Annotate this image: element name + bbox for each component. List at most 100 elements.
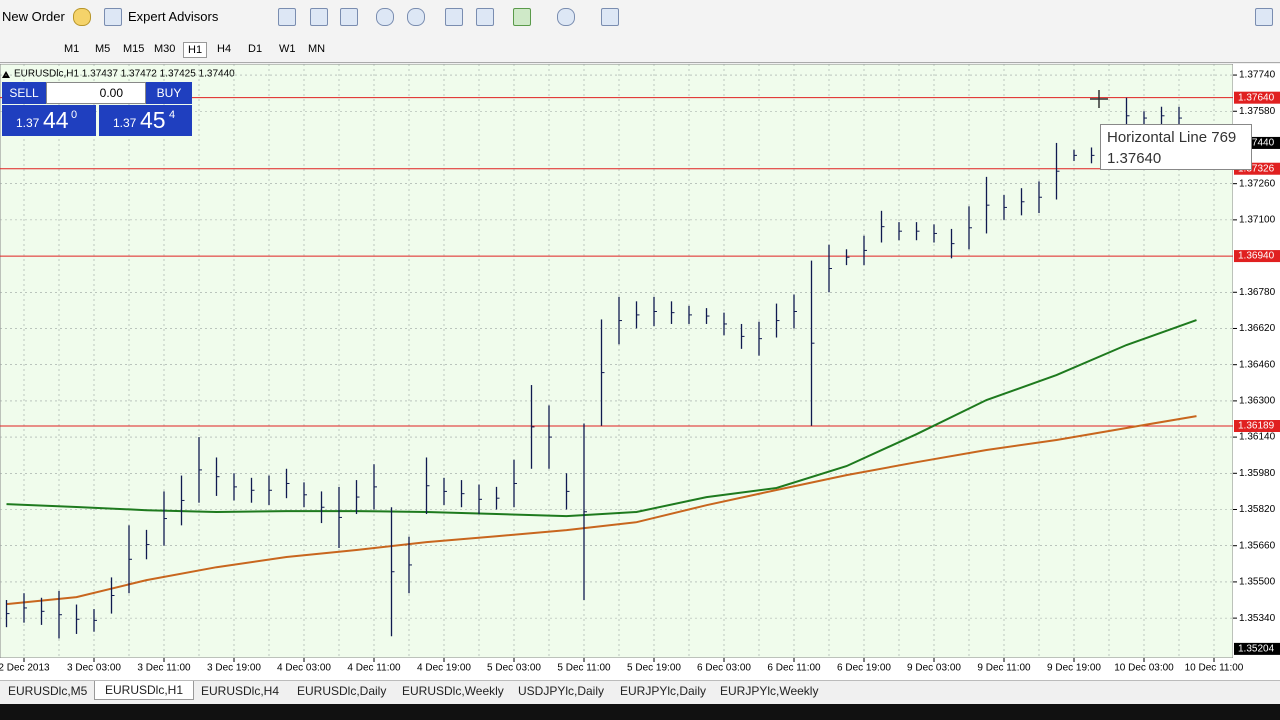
toolbar: New Order Expert Advisors bbox=[0, 0, 1280, 35]
icon[interactable] bbox=[445, 8, 463, 26]
price-pips: 45 bbox=[140, 107, 166, 133]
price-tag-label: 1.35204 bbox=[1238, 644, 1275, 655]
sell-button[interactable]: SELL bbox=[2, 82, 46, 104]
timeframe-button[interactable]: M30 bbox=[154, 43, 176, 55]
tooltip: Horizontal Line 769 1.37640 bbox=[1100, 124, 1252, 170]
timeframe-button[interactable]: M1 bbox=[64, 43, 80, 55]
x-tick-label: 6 Dec 19:00 bbox=[837, 663, 891, 674]
x-tick-label: 4 Dec 03:00 bbox=[277, 663, 331, 674]
icon[interactable] bbox=[340, 8, 358, 26]
timeframe-button[interactable]: D1 bbox=[248, 43, 263, 55]
chart-tab[interactable]: EURUSDlc,H1 bbox=[94, 681, 195, 700]
y-tick-label: 1.35820 bbox=[1239, 504, 1276, 515]
price-tag-label: 1.36189 bbox=[1238, 421, 1275, 432]
icon[interactable] bbox=[376, 8, 394, 26]
price-tag-label: 1.36940 bbox=[1238, 251, 1275, 262]
price-pips: 44 bbox=[43, 107, 69, 133]
y-tick-label: 1.35500 bbox=[1239, 577, 1276, 588]
trade-panel: SELL 0.00 BUY 1.37 44 0 1.37 45 4 bbox=[2, 82, 192, 136]
icon[interactable] bbox=[278, 8, 296, 26]
timeframe-button[interactable]: W1 bbox=[279, 43, 296, 55]
icon[interactable] bbox=[513, 8, 531, 26]
y-tick-label: 1.37740 bbox=[1239, 70, 1276, 81]
x-tick-label: 5 Dec 19:00 bbox=[627, 663, 681, 674]
x-tick-label: 10 Dec 03:00 bbox=[1114, 663, 1174, 674]
y-tick-label: 1.36460 bbox=[1239, 359, 1276, 370]
x-tick-label: 6 Dec 03:00 bbox=[697, 663, 751, 674]
moving-average bbox=[6, 415, 1197, 606]
x-tick-label: 6 Dec 11:00 bbox=[767, 663, 821, 674]
chart-tab[interactable]: EURUSDlc,H4 bbox=[201, 684, 280, 698]
price-big: 1.37 bbox=[16, 116, 40, 130]
price-tag bbox=[1234, 420, 1280, 433]
price-big: 1.37 bbox=[113, 116, 137, 130]
plot-area bbox=[0, 64, 1234, 659]
y-tick-label: 1.36140 bbox=[1239, 432, 1276, 443]
tab-bar: EURUSDlc,M5 EURUSDlc,H1 EURUSDlc,H4 EURUSDl… bbox=[0, 680, 1280, 701]
icon[interactable] bbox=[310, 8, 328, 26]
timeframe-button[interactable]: MN bbox=[308, 43, 326, 55]
time-axis bbox=[0, 658, 1233, 680]
x-tick-label: 10 Dec 11:00 bbox=[1185, 663, 1244, 674]
y-tick-label: 1.35340 bbox=[1239, 613, 1276, 624]
new-order[interactable]: New Order bbox=[2, 9, 65, 24]
icon[interactable] bbox=[601, 8, 619, 26]
timeframe-bar: M1 M5 M15 M30 H1 H4 D1 W1 MN bbox=[0, 34, 1280, 63]
chart-tab[interactable]: EURJPYlc,Daily bbox=[620, 684, 707, 698]
x-tick-label: 3 Dec 11:00 bbox=[137, 663, 191, 674]
x-tick-label: 5 Dec 11:00 bbox=[557, 663, 611, 674]
x-tick-label: 9 Dec 03:00 bbox=[907, 663, 961, 674]
icon[interactable] bbox=[1255, 8, 1273, 26]
icon[interactable] bbox=[73, 8, 91, 26]
price-tag-label: 1.37326 bbox=[1238, 163, 1275, 174]
price-tag bbox=[1234, 91, 1280, 104]
chart-tab[interactable]: EURUSDlc,M5 bbox=[8, 684, 88, 698]
price-frac: 0 bbox=[71, 109, 78, 121]
timeframe-button[interactable]: M15 bbox=[123, 43, 145, 55]
price-frac: 4 bbox=[169, 109, 176, 121]
tooltip-price: 1.37640 bbox=[1107, 150, 1162, 167]
chart: EURUSDlc,H1 1.37437 1.37472 1.37425 1.37… bbox=[0, 64, 1280, 680]
chart-tab[interactable]: EURUSDlc,Daily bbox=[297, 684, 387, 698]
x-tick-label: 4 Dec 19:00 bbox=[417, 663, 471, 674]
price-tag-label: 1.37640 bbox=[1238, 92, 1275, 103]
y-tick-label: 1.35980 bbox=[1239, 468, 1276, 479]
y-tick-label: 1.37100 bbox=[1239, 215, 1276, 226]
buy-price[interactable]: 1.37 45 4 bbox=[99, 105, 192, 136]
x-tick-label: 4 Dec 11:00 bbox=[347, 663, 401, 674]
chart-tab[interactable]: EURJPYlc,Weekly bbox=[720, 684, 819, 698]
x-tick-label: 5 Dec 03:00 bbox=[487, 663, 541, 674]
icon[interactable] bbox=[557, 8, 575, 26]
y-tick-label: 1.36780 bbox=[1239, 287, 1276, 298]
price-tag bbox=[1234, 642, 1280, 655]
icon[interactable] bbox=[104, 8, 122, 26]
timeframe-button[interactable]: H4 bbox=[217, 43, 232, 55]
icon[interactable] bbox=[407, 8, 425, 26]
y-tick-label: 1.37580 bbox=[1239, 106, 1276, 117]
chart-tab[interactable]: EURUSDlc,Weekly bbox=[402, 684, 504, 698]
x-tick-label: 3 Dec 03:00 bbox=[67, 663, 121, 674]
chart-tab[interactable]: USDJPYlc,Daily bbox=[518, 684, 605, 698]
x-tick-label: 9 Dec 11:00 bbox=[977, 663, 1031, 674]
icon[interactable] bbox=[476, 8, 494, 26]
buy-button[interactable]: BUY bbox=[146, 82, 192, 104]
y-tick-label: 1.37260 bbox=[1239, 178, 1276, 189]
sell-price[interactable]: 1.37 44 0 bbox=[2, 105, 96, 136]
y-tick-label: 1.35660 bbox=[1239, 540, 1276, 551]
expert-advisors[interactable]: Expert Advisors bbox=[128, 9, 219, 24]
x-tick-label: 9 Dec 19:00 bbox=[1047, 663, 1101, 674]
x-tick-label: 3 Dec 19:00 bbox=[207, 663, 261, 674]
lots-input[interactable]: 0.00 bbox=[46, 82, 146, 104]
y-tick-label: 1.36620 bbox=[1239, 323, 1276, 334]
cursor bbox=[1090, 90, 1108, 108]
timeframe-button[interactable]: M5 bbox=[95, 43, 111, 55]
chart-header: EURUSDlc,H1 1.37437 1.37472 1.37425 1.37… bbox=[14, 69, 235, 80]
status-strip bbox=[0, 704, 1280, 720]
y-tick-label: 1.36300 bbox=[1239, 396, 1276, 407]
moving-average bbox=[6, 319, 1197, 518]
x-tick-label: 2 Dec 2013 bbox=[0, 663, 50, 674]
tooltip-name: Horizontal Line 769 bbox=[1107, 129, 1237, 146]
timeframe-button[interactable]: H1 bbox=[183, 42, 208, 58]
price-tag-label: 1.37440 bbox=[1238, 138, 1275, 149]
